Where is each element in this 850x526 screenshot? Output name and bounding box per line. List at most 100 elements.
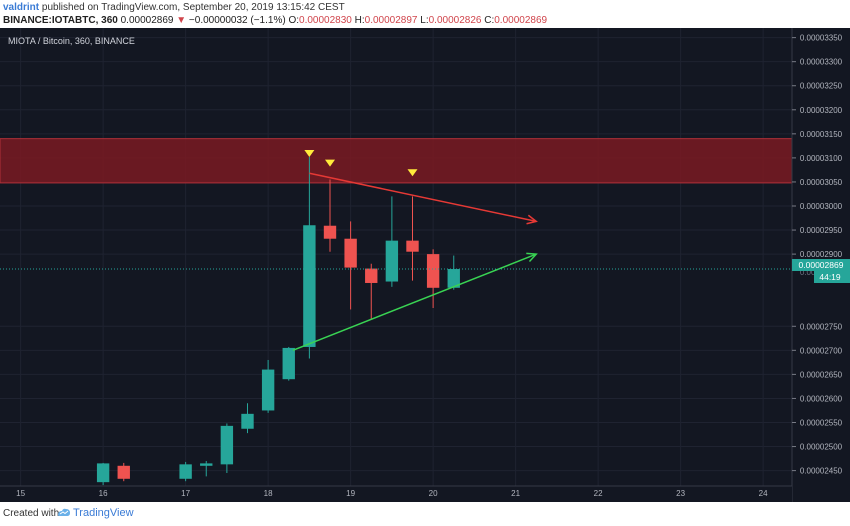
candle-body [426, 254, 440, 288]
close-label: C: [484, 15, 495, 26]
candle-body [117, 465, 130, 479]
candle-body [303, 225, 316, 347]
last-price-label: 0.00002869 [799, 260, 844, 270]
candle[interactable] [261, 359, 275, 413]
price-axis[interactable]: 0.00003350 0.00003300 0.00003250 0.00003200… [792, 34, 843, 476]
footer: Created with TradingView [0, 502, 850, 526]
candle[interactable] [241, 403, 254, 434]
publish-info: valdrint published on TradingView.com, S… [3, 2, 345, 13]
low-value: 0.00002826 [428, 15, 482, 26]
candle-body [96, 463, 110, 483]
change-value: −0.00000032 (−1.1%) [188, 15, 286, 26]
price-tick-label: 0.00002700 [800, 346, 843, 355]
price-tick-label: 0.00002950 [800, 226, 843, 235]
price-tick-label: 0.00002500 [800, 443, 843, 452]
chart-header: valdrint published on TradingView.com, S… [0, 0, 850, 28]
candle-body [179, 464, 192, 479]
time-axis[interactable]: 15 16 17 18 19 20 21 22 23 24 [16, 489, 768, 498]
peak-markers [304, 150, 418, 177]
lower-trendline[interactable] [292, 253, 537, 352]
candles [96, 156, 460, 486]
candle-body [261, 369, 275, 411]
down-arrow-icon: ▼ [176, 15, 187, 26]
publish-text: published on TradingView.com, September … [39, 2, 345, 13]
time-tick-label: 24 [759, 489, 768, 498]
candle[interactable] [344, 221, 357, 310]
candle-body [447, 269, 460, 288]
chart-area[interactable]: 0.00003350 0.00003300 0.00003250 0.00003200… [0, 28, 850, 502]
candle[interactable] [365, 263, 378, 320]
time-tick-label: 16 [99, 489, 108, 498]
candle[interactable] [220, 423, 234, 474]
chart-title: MIOTA / Bitcoin, 360, BINANCE [8, 36, 135, 46]
last-price-badge [792, 259, 850, 271]
candle-body [220, 425, 234, 465]
tradingview-logo-icon [58, 508, 70, 516]
peak-marker-icon [304, 150, 315, 158]
price-tick-label: 0.00002900 [800, 250, 843, 259]
time-tick-label: 23 [676, 489, 685, 498]
candle-body [385, 240, 399, 282]
close-value: 0.00002869 [494, 15, 548, 26]
candle[interactable] [426, 249, 440, 308]
peak-marker-icon [325, 159, 335, 167]
price-tick-label: 0.00003150 [800, 130, 843, 139]
price-tick-label: 0.00003300 [800, 58, 843, 67]
ohlc-line: BINANCE:IOTABTC, 360 0.00002869 ▼ −0.000… [3, 15, 547, 26]
price-tick-label: 0.00002600 [800, 394, 843, 403]
price-tick-label: 0.00002750 [800, 322, 843, 331]
resistance-zone [0, 138, 793, 184]
high-value: 0.00002897 [364, 15, 418, 26]
candle[interactable] [406, 196, 419, 281]
countdown-badge [814, 271, 850, 283]
candle-body [282, 347, 295, 380]
candle[interactable] [385, 196, 399, 287]
price-tick-label: 0.00003000 [800, 202, 843, 211]
lower-trendline-arrowhead [526, 252, 538, 262]
candle-body [323, 225, 337, 239]
price-tick-label: 0.00002550 [800, 418, 843, 427]
candle-body [365, 268, 378, 283]
price-tick-label: 0.00003050 [800, 178, 843, 187]
time-tick-label: 20 [429, 489, 438, 498]
candle-body [241, 413, 254, 429]
time-tick-label: 15 [16, 489, 25, 498]
candlestick-chart[interactable]: 0.00003350 0.00003300 0.00003250 0.00003200… [0, 28, 850, 502]
price-tick-label: 0.00003200 [800, 106, 843, 115]
price-tick-label: 0.00003250 [800, 82, 843, 91]
upper-trendline[interactable] [309, 172, 537, 223]
candle[interactable] [200, 460, 213, 477]
upper-trendline-arrowhead [526, 214, 538, 225]
candle-body [344, 238, 357, 268]
price-tick-label: 0.00002450 [800, 467, 843, 476]
peak-marker-icon [407, 169, 418, 177]
candle[interactable] [282, 346, 295, 381]
low-label: L: [420, 15, 429, 26]
candle-body [200, 463, 213, 466]
time-tick-label: 17 [181, 489, 190, 498]
last-price-value: 0.00002869 [120, 15, 174, 26]
open-value: 0.00002830 [299, 15, 352, 26]
tradingview-link[interactable]: TradingView [73, 507, 134, 519]
time-axis-bg [0, 486, 792, 502]
created-with-label: Created with [3, 508, 60, 519]
price-tick-label: 0.00003350 [800, 34, 843, 43]
time-tick-label: 21 [511, 489, 520, 498]
candle[interactable] [303, 156, 316, 359]
author-link[interactable]: valdrint [3, 2, 40, 13]
candle[interactable] [117, 462, 130, 482]
candle-body [406, 240, 419, 252]
time-tick-label: 18 [264, 489, 273, 498]
candle[interactable] [96, 462, 110, 486]
price-tick-label: 0.00003100 [800, 154, 843, 163]
candle[interactable] [323, 179, 337, 252]
time-tick-label: 19 [346, 489, 355, 498]
price-tick-label: 0.00002650 [800, 370, 843, 379]
high-label: H: [354, 15, 365, 26]
candle[interactable] [179, 461, 192, 482]
candle[interactable] [447, 255, 460, 290]
countdown-label: 44:19 [819, 272, 841, 282]
symbol-label: BINANCE:IOTABTC, 360 [3, 15, 118, 26]
open-label: O: [288, 15, 300, 26]
time-tick-label: 22 [594, 489, 603, 498]
